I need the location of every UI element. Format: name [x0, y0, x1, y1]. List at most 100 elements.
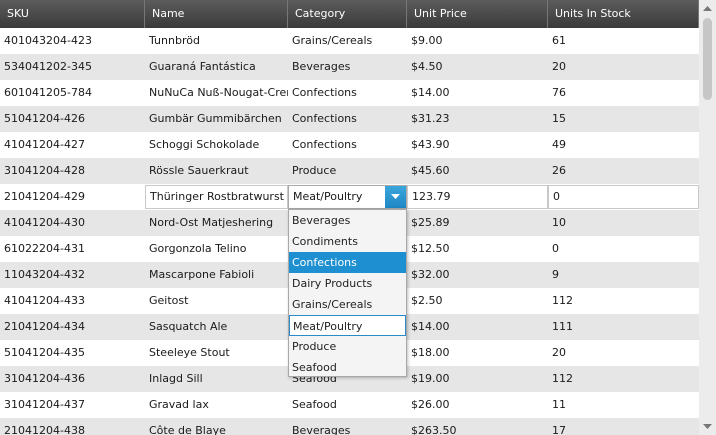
unit-price-cell[interactable]: $45.60 — [411, 164, 450, 177]
name-cell[interactable]: Steeleye Stout — [149, 346, 230, 359]
unit-price-cell[interactable]: $18.00 — [411, 346, 450, 359]
name-cell[interactable]: Thüringer Rostbratwurst — [145, 184, 288, 210]
units-in-stock-cell[interactable]: 20 — [552, 346, 566, 359]
units-in-stock-input[interactable]: 0 — [548, 185, 699, 209]
name-cell[interactable]: Côte de Blaye — [149, 424, 226, 435]
vertical-scrollbar[interactable] — [699, 0, 716, 435]
dropdown-option[interactable]: Beverages — [292, 214, 351, 227]
name-cell[interactable]: Gumbär Gummibärchen — [149, 112, 282, 125]
column-header-sku[interactable]: SKU — [0, 0, 145, 28]
dropdown-toggle-button[interactable] — [385, 186, 406, 208]
unit-price-cell[interactable]: $2.50 — [411, 294, 443, 307]
category-cell[interactable]: Confections — [292, 112, 357, 125]
scroll-down-arrow-icon[interactable] — [703, 424, 712, 430]
name-cell[interactable]: Gravad lax — [149, 398, 209, 411]
units-in-stock-cell[interactable]: 9 — [552, 268, 559, 281]
table-row[interactable]: 31041204-437 Gravad lax Seafood $26.00 11 — [0, 392, 699, 418]
table-row[interactable]: 31041204-428 Rössle Sauerkraut Produce $45.… — [0, 158, 699, 184]
name-cell[interactable]: Mascarpone Fabioli — [149, 268, 255, 281]
units-in-stock-cell[interactable]: 49 — [552, 138, 566, 151]
sku-cell[interactable]: 31041204-436 — [4, 372, 85, 385]
units-in-stock-cell[interactable]: 76 — [552, 86, 566, 99]
sku-cell[interactable]: 21041204-438 — [4, 424, 85, 435]
sku-cell[interactable]: 31041204-437 — [4, 398, 85, 411]
table-row-editing[interactable]: 21041204-429 Thüringer Rostbratwurst Meat/… — [0, 184, 699, 210]
column-header-unit-price[interactable]: Unit Price — [407, 0, 548, 28]
dropdown-option[interactable]: Meat/Poultry — [289, 315, 406, 336]
scrollbar-thumb[interactable] — [703, 18, 712, 100]
units-in-stock-cell[interactable]: 26 — [552, 164, 566, 177]
units-in-stock-cell[interactable]: 61 — [552, 34, 566, 47]
units-in-stock-cell[interactable]: 15 — [552, 112, 566, 125]
units-in-stock-cell[interactable]: 111 — [552, 320, 573, 333]
table-row[interactable]: 534041202-345 Guaraná Fantástica Beverages… — [0, 54, 699, 80]
category-combobox[interactable]: Meat/Poultry — [288, 185, 407, 209]
unit-price-cell[interactable]: $263.50 — [411, 424, 457, 435]
name-cell[interactable]: Geitost — [149, 294, 189, 307]
name-cell[interactable]: Inlagd Sill — [149, 372, 203, 385]
sku-cell[interactable]: 51041204-435 — [4, 346, 85, 359]
category-cell[interactable]: Confections — [292, 86, 357, 99]
sku-cell[interactable]: 11043204-432 — [4, 268, 85, 281]
units-in-stock-cell[interactable]: 0 — [548, 184, 699, 210]
unit-price-cell[interactable]: $14.00 — [411, 86, 450, 99]
unit-price-cell[interactable]: $4.50 — [411, 60, 443, 73]
dropdown-option[interactable]: Confections — [289, 252, 406, 273]
name-cell[interactable]: Gorgonzola Telino — [149, 242, 247, 255]
table-row[interactable]: 401043204-423 Tunnbröd Grains/Cereals $9.00… — [0, 28, 699, 54]
sku-cell[interactable]: 51041204-426 — [4, 112, 85, 125]
category-cell[interactable]: Beverages — [292, 424, 351, 435]
dropdown-option[interactable]: Dairy Products — [292, 277, 373, 290]
table-row[interactable]: 601041205-784 NuNuCa Nuß-Nougat-Creme Conf… — [0, 80, 699, 106]
unit-price-cell[interactable]: $43.90 — [411, 138, 450, 151]
sku-cell[interactable]: 21041204-434 — [4, 320, 85, 333]
name-cell[interactable]: Nord-Ost Matjeshering — [149, 216, 274, 229]
units-in-stock-cell[interactable]: 10 — [552, 216, 566, 229]
table-row[interactable]: 21041204-438 Côte de Blaye Beverages $263.5… — [0, 418, 699, 435]
dropdown-option[interactable]: Produce — [292, 340, 337, 353]
name-cell[interactable]: Rössle Sauerkraut — [149, 164, 249, 177]
name-cell[interactable]: Schoggi Schokolade — [149, 138, 260, 151]
name-cell[interactable]: Tunnbröd — [149, 34, 200, 47]
column-header-units-in-stock[interactable]: Units In Stock — [548, 0, 699, 28]
unit-price-cell[interactable]: $32.00 — [411, 268, 450, 281]
sku-cell[interactable]: 534041202-345 — [4, 60, 92, 73]
name-cell[interactable]: Guaraná Fantástica — [149, 60, 256, 73]
units-in-stock-cell[interactable]: 11 — [552, 398, 566, 411]
name-cell[interactable]: NuNuCa Nuß-Nougat-Creme — [149, 86, 288, 99]
name-input[interactable]: Thüringer Rostbratwurst — [145, 185, 288, 209]
scroll-up-arrow-icon[interactable] — [703, 5, 712, 11]
sku-cell[interactable]: 31041204-428 — [4, 164, 85, 177]
column-header-category[interactable]: Category — [288, 0, 407, 28]
name-cell[interactable]: Sasquatch Ale — [149, 320, 228, 333]
table-row[interactable]: 41041204-427 Schoggi Schokolade Confection… — [0, 132, 699, 158]
unit-price-cell[interactable]: 123.79 — [407, 184, 548, 210]
dropdown-option[interactable]: Seafood — [292, 361, 337, 374]
sku-cell[interactable]: 41041204-433 — [4, 294, 85, 307]
dropdown-option[interactable]: Condiments — [292, 235, 358, 248]
unit-price-cell[interactable]: $25.89 — [411, 216, 450, 229]
category-cell[interactable]: Seafood — [292, 398, 337, 411]
sku-cell[interactable]: 41041204-427 — [4, 138, 85, 151]
unit-price-input[interactable]: 123.79 — [407, 185, 548, 209]
sku-cell[interactable]: 401043204-423 — [4, 34, 92, 47]
units-in-stock-cell[interactable]: 17 — [552, 424, 566, 435]
sku-cell[interactable]: 41041204-430 — [4, 216, 85, 229]
unit-price-cell[interactable]: $14.00 — [411, 320, 450, 333]
units-in-stock-cell[interactable]: 0 — [552, 242, 559, 255]
sku-cell[interactable]: 21041204-429 — [4, 190, 85, 203]
unit-price-cell[interactable]: $12.50 — [411, 242, 450, 255]
unit-price-cell[interactable]: $19.00 — [411, 372, 450, 385]
table-row[interactable]: 51041204-426 Gumbär Gummibärchen Confectio… — [0, 106, 699, 132]
unit-price-cell[interactable]: $9.00 — [411, 34, 443, 47]
category-cell[interactable]: Produce — [292, 164, 337, 177]
category-cell[interactable]: Meat/Poultry — [288, 184, 407, 210]
units-in-stock-cell[interactable]: 112 — [552, 372, 573, 385]
units-in-stock-cell[interactable]: 112 — [552, 294, 573, 307]
unit-price-cell[interactable]: $26.00 — [411, 398, 450, 411]
category-cell[interactable]: Confections — [292, 138, 357, 151]
sku-cell[interactable]: 61022204-431 — [4, 242, 85, 255]
dropdown-option[interactable]: Grains/Cereals — [292, 298, 373, 311]
column-header-name[interactable]: Name — [145, 0, 288, 28]
units-in-stock-cell[interactable]: 20 — [552, 60, 566, 73]
